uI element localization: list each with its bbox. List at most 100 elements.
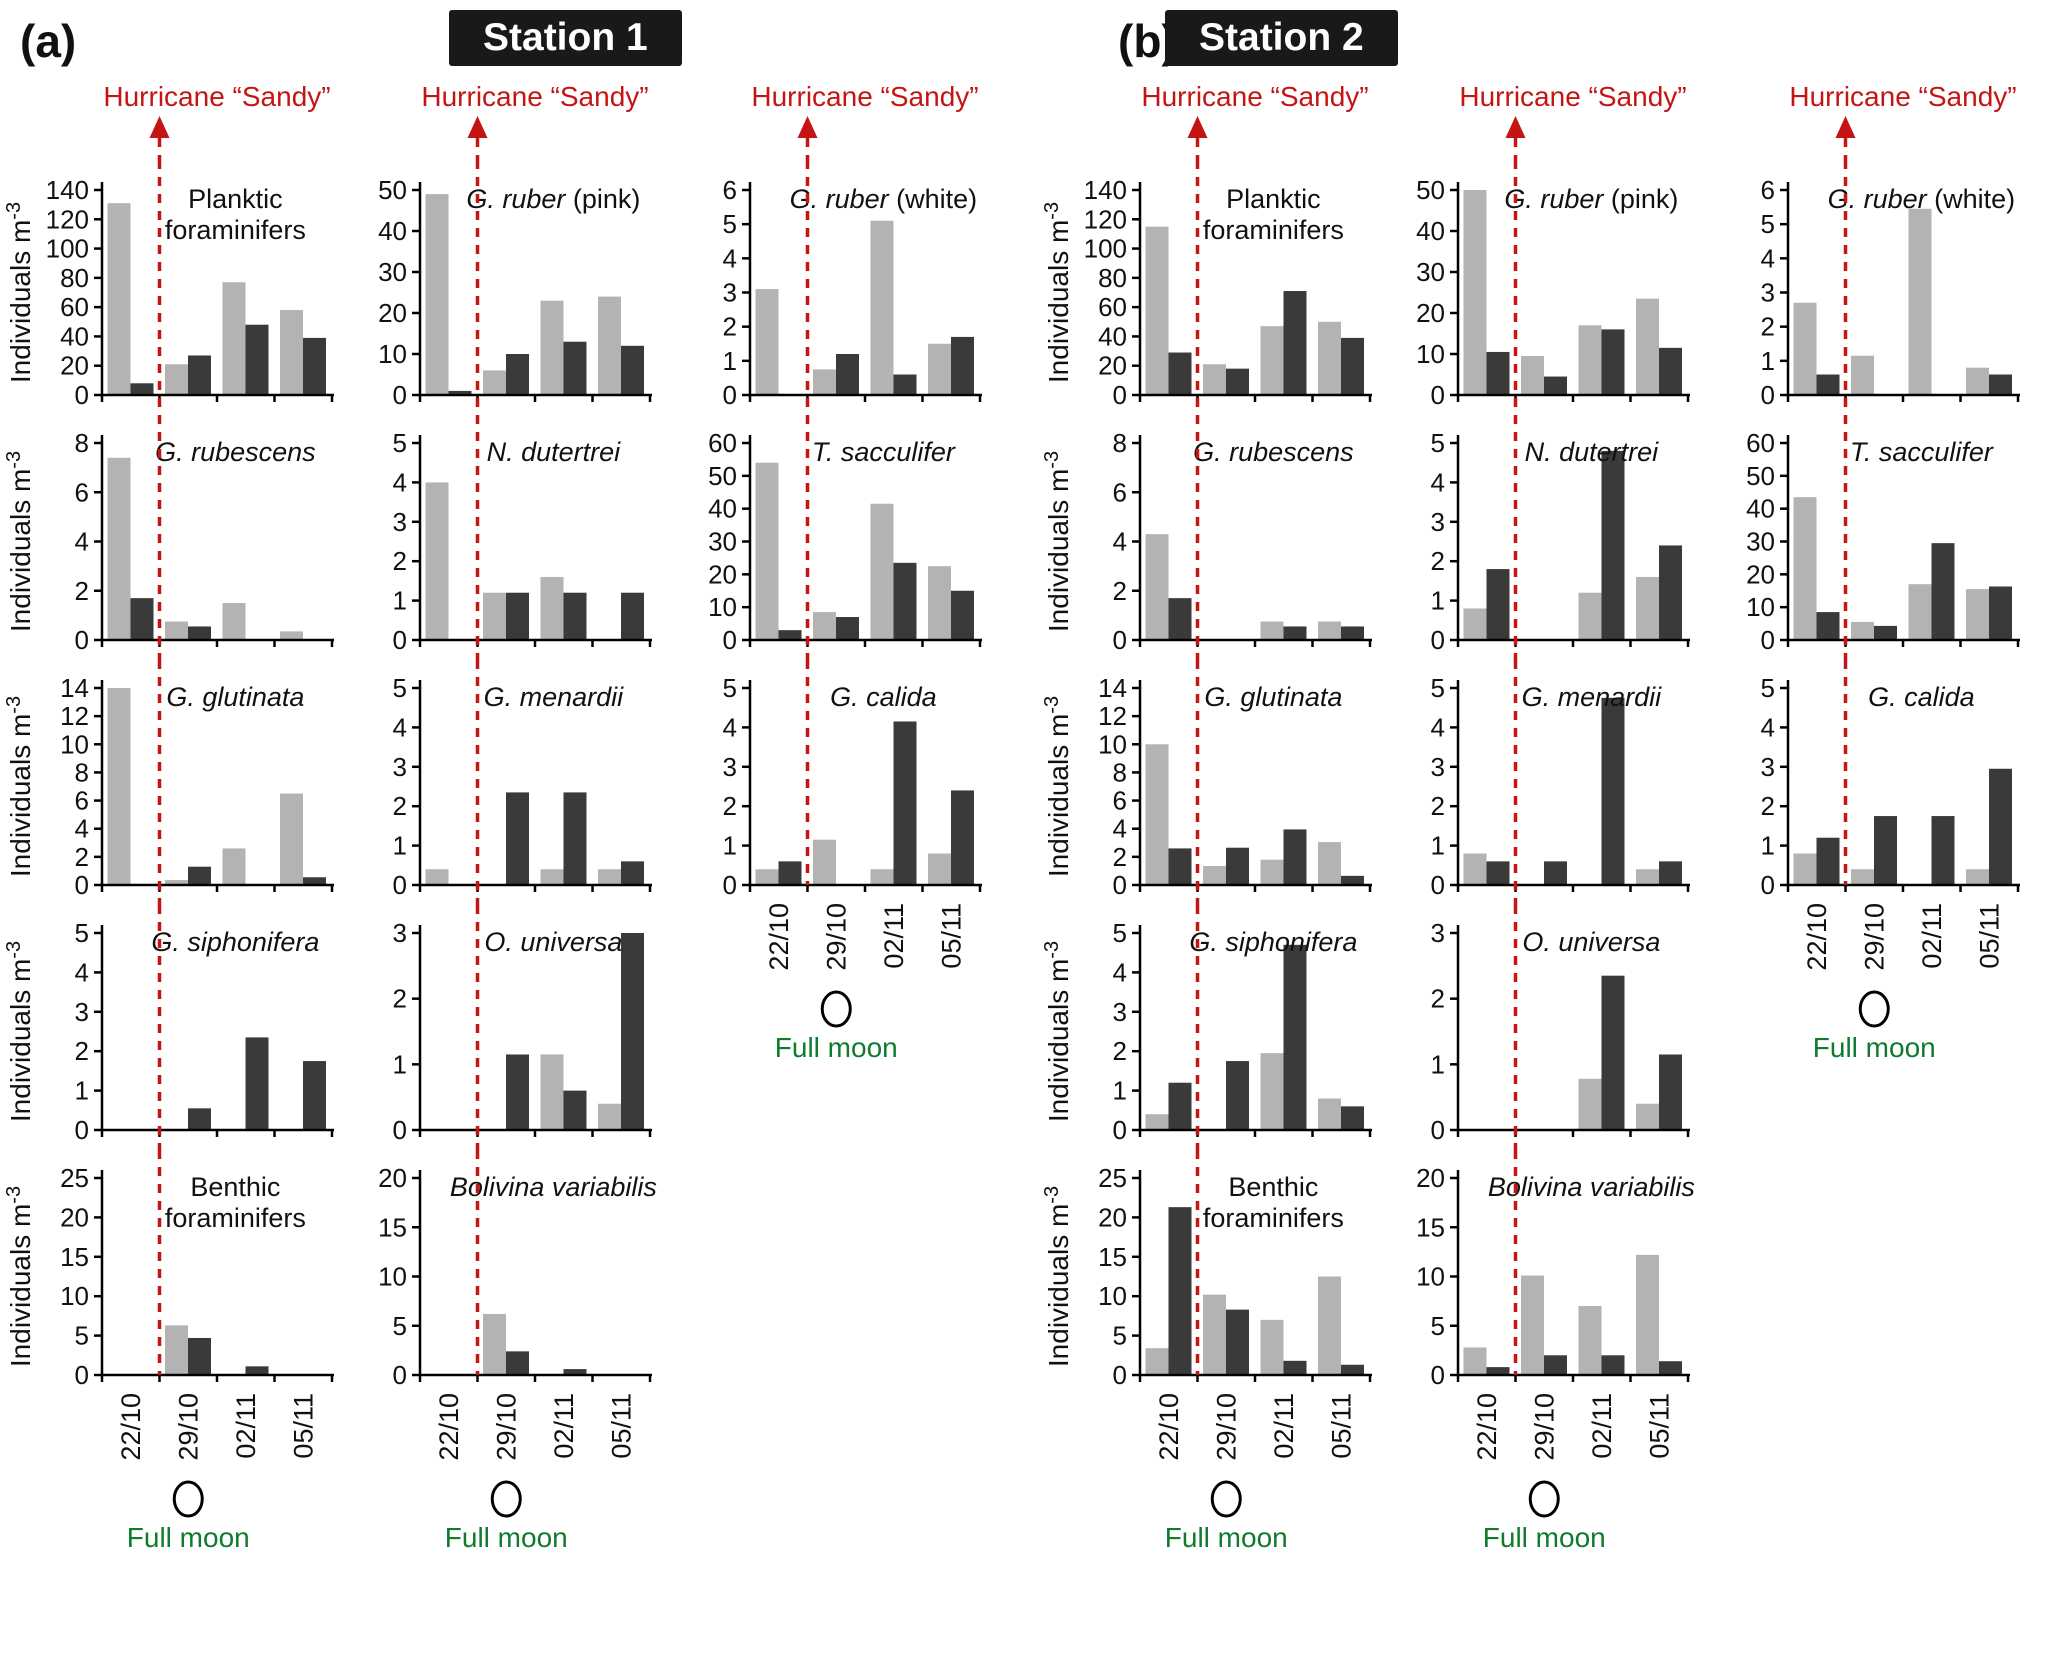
bar-dark-22-10 [448,390,472,395]
chart-a-ruber-pink: 0 10 20 30 40 50 G. ruber (pink) [378,160,652,415]
bar-light-22-10 [107,203,131,395]
y-tick-label: 0 [393,1115,407,1145]
panel-a-column-1: Hurricane “Sandy” 0 20 40 60 80 100 120 140 Plank… [2,78,352,1585]
x-tick-label: 02/11 [231,1393,261,1459]
bar-light-22-10 [755,289,779,395]
y-tick-label: 10 [60,729,89,759]
y-tick-label: 1 [393,1049,407,1079]
y-axis-title: Individuals m-3 [1041,1186,1074,1367]
y-tick-label: 25 [60,1163,89,1193]
y-tick-label: 0 [1431,380,1445,410]
bar-dark-02-11 [245,324,269,395]
bar-dark-22-10 [778,630,802,640]
bar-dark-22-10 [1486,351,1510,395]
bar-dark-22-10 [1486,1367,1510,1375]
chart-title: G. rubescens [1193,437,1354,467]
bar-light-29-10 [483,1313,506,1375]
y-tick-label: 2 [1113,576,1127,606]
bar-dark-22-10 [1168,352,1192,395]
y-tick-label: 4 [393,712,407,742]
bar-dark-02-11 [1283,291,1307,395]
y-tick-label: 0 [1113,1115,1127,1145]
bar-light-02-11 [870,220,894,395]
y-tick-label: 0 [393,1360,407,1390]
bar-light-05-11 [1636,1254,1659,1375]
y-tick-label: 15 [1416,1212,1445,1242]
x-tick-label: 29/10 [1212,1393,1242,1461]
bar-light-05-11 [928,853,951,885]
bar-light-22-10 [1145,226,1169,395]
bar-light-22-10 [1145,1114,1169,1130]
y-tick-label: 2 [75,1036,89,1066]
y-tick-label: 4 [75,957,89,987]
station-1-badge: Station 1 [449,10,682,66]
bar-dark-05-11 [1659,1361,1682,1375]
bar-light-02-11 [870,503,894,640]
bar-light-29-10 [1851,355,1874,395]
y-tick-label: 4 [1761,243,1775,273]
y-axis-title: Individuals m-3 [1041,941,1074,1122]
chart-title: G. calida [830,682,937,712]
chart-title: G. glutinata [1204,682,1342,712]
y-tick-label: 20 [60,351,89,381]
y-tick-label: 6 [75,477,89,507]
y-tick-label: 25 [1098,1163,1127,1193]
bar-dark-02-11 [1601,1355,1625,1375]
y-tick-label: 20 [60,1202,89,1232]
bar-dark-29-10 [506,354,529,395]
chart-title: O. universa [1522,927,1660,957]
chart-title: G. siphonifera [1189,927,1357,957]
y-tick-label: 40 [1098,321,1127,351]
hurricane-arrow-icon [467,116,488,138]
bar-dark-05-11 [303,1061,326,1130]
bar-light-22-10 [1793,497,1817,640]
y-tick-label: 5 [1431,428,1445,458]
y-tick-label: 2 [393,984,407,1014]
y-tick-label: 5 [1113,1321,1127,1351]
y-axis-title: Individuals m-3 [1041,696,1074,877]
y-tick-label: 4 [1761,712,1775,742]
bar-dark-05-11 [951,336,974,395]
y-tick-label: 4 [75,814,89,844]
y-tick-label: 0 [723,870,737,900]
bar-light-22-10 [755,869,779,885]
y-tick-label: 0 [723,625,737,655]
bar-light-29-10 [165,880,188,885]
y-axis-title: Individuals m-3 [3,696,36,877]
y-tick-label: 8 [75,428,89,458]
bar-light-02-11 [1578,325,1602,395]
bar-light-02-11 [1260,1319,1284,1375]
y-tick-label: 20 [708,559,737,589]
bar-light-05-11 [1318,842,1341,885]
bar-light-05-11 [280,310,303,395]
chart-title: foraminifers [165,215,306,245]
y-tick-label: 2 [1431,546,1445,576]
full-moon-label: Full moon [1813,1032,1936,1063]
y-tick-label: 10 [1746,592,1775,622]
bar-dark-29-10 [1226,1061,1249,1130]
y-tick-label: 0 [75,380,89,410]
y-tick-label: 3 [75,997,89,1027]
bar-dark-02-11 [1931,816,1955,885]
bar-light-29-10 [165,621,188,640]
full-moon-label: Full moon [775,1032,898,1063]
y-axis-title: Individuals m-3 [1041,202,1074,383]
y-tick-label: 0 [1113,380,1127,410]
bar-light-05-11 [1636,576,1659,640]
y-tick-label: 3 [393,507,407,537]
y-tick-label: 50 [1416,175,1445,205]
bar-light-02-11 [1578,592,1602,640]
chart-title: G. glutinata [166,682,304,712]
y-tick-label: 2 [1761,312,1775,342]
bar-dark-22-10 [1486,861,1510,885]
bar-dark-29-10 [1226,847,1249,885]
bar-light-02-11 [1908,208,1932,395]
bar-light-22-10 [107,688,131,885]
y-tick-label: 12 [1098,701,1127,731]
bar-dark-02-11 [893,721,917,885]
chart-title: G. ruber (pink) [1504,184,1678,214]
bar-light-05-11 [598,296,621,395]
x-tick-label: 22/10 [764,903,794,971]
y-tick-label: 1 [1761,831,1775,861]
y-tick-label: 120 [46,204,89,234]
